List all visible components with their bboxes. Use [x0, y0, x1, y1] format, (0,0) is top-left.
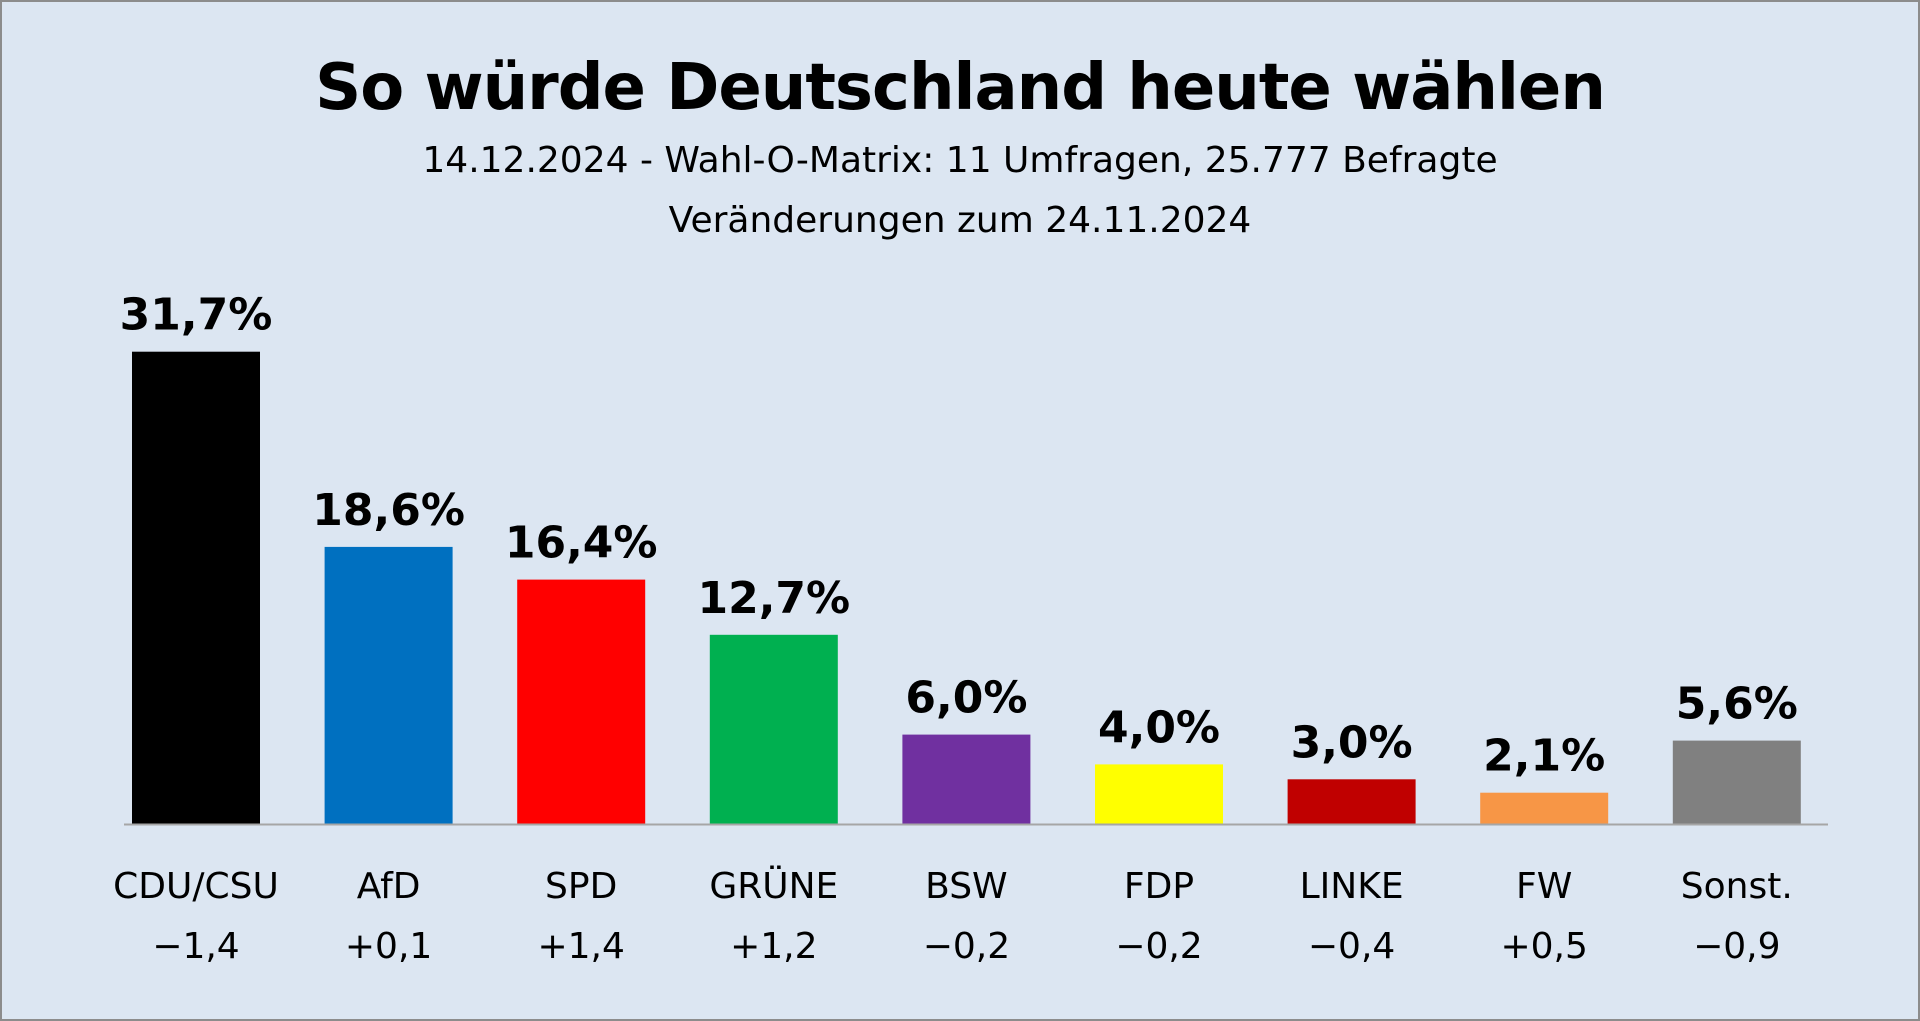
- bar-5: [1095, 764, 1223, 824]
- bar-6: [1287, 779, 1416, 824]
- chart-subtitle-line1: 14.12.2024 - Wahl-O-Matrix: 11 Umfragen,…: [422, 140, 1498, 181]
- category-label-1: AfD: [357, 866, 421, 907]
- category-label-7: FW: [1516, 866, 1572, 907]
- bar-8: [1672, 740, 1801, 824]
- value-label-8: 5,6%: [1676, 679, 1798, 730]
- value-label-5: 4,0%: [1098, 702, 1220, 753]
- change-label-3: +1,2: [730, 926, 817, 967]
- value-label-0: 31,7%: [120, 290, 273, 341]
- change-label-7: +0,5: [1500, 926, 1587, 967]
- change-label-0: −1,4: [152, 926, 239, 967]
- value-label-1: 18,6%: [312, 485, 465, 536]
- bar-2: [517, 579, 646, 824]
- value-label-7: 2,1%: [1483, 731, 1605, 782]
- category-label-0: CDU/CSU: [113, 866, 279, 907]
- category-label-2: SPD: [545, 866, 617, 907]
- value-label-2: 16,4%: [505, 518, 658, 569]
- value-label-3: 12,7%: [697, 573, 850, 624]
- change-label-5: −0,2: [1115, 926, 1202, 967]
- bar-7: [1480, 792, 1609, 824]
- change-label-6: −0,4: [1308, 926, 1395, 967]
- change-label-1: +0,1: [345, 926, 432, 967]
- bar-0: [132, 351, 260, 824]
- chart-subtitle-line2: Veränderungen zum 24.11.2024: [668, 200, 1252, 241]
- category-label-3: GRÜNE: [709, 865, 838, 907]
- category-label-4: BSW: [925, 866, 1008, 907]
- change-label-4: −0,2: [923, 926, 1010, 967]
- category-label-5: FDP: [1124, 866, 1194, 907]
- bar-3: [709, 634, 838, 824]
- change-label-8: −0,9: [1693, 926, 1780, 967]
- category-label-6: LINKE: [1300, 866, 1404, 907]
- category-label-8: Sonst.: [1681, 866, 1793, 907]
- value-label-6: 3,0%: [1291, 717, 1413, 768]
- bar-4: [902, 734, 1031, 824]
- chart-title: So würde Deutschland heute wählen: [315, 51, 1606, 125]
- bar-1: [324, 546, 453, 824]
- change-label-2: +1,4: [537, 926, 624, 967]
- value-label-4: 6,0%: [905, 673, 1027, 724]
